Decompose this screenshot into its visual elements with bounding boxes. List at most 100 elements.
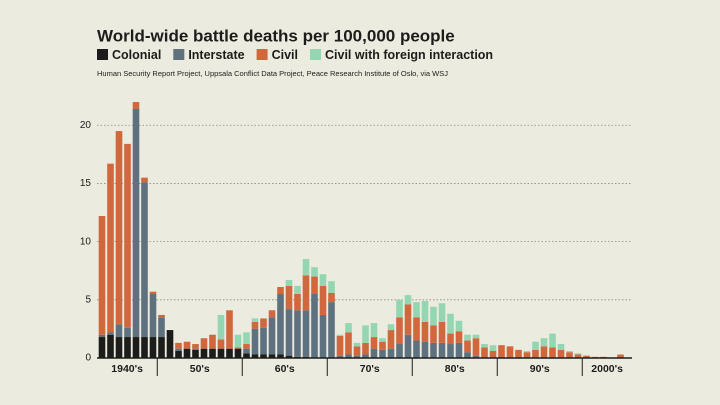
bar-segment xyxy=(489,351,497,358)
bar-segment xyxy=(549,347,556,358)
bar-segment xyxy=(107,163,114,333)
bar-segment xyxy=(481,347,488,358)
bar-segment xyxy=(98,334,106,338)
bar-segment xyxy=(277,287,284,294)
x-tick-label: 1940's xyxy=(111,363,143,375)
chart-subtitle: Human Security Report Project, Uppsala C… xyxy=(97,69,448,78)
y-tick-label: 15 xyxy=(80,178,92,189)
bar-segment xyxy=(404,334,412,358)
bar-segment xyxy=(285,285,293,310)
bar-segment xyxy=(226,310,233,349)
bar-segment xyxy=(353,342,361,347)
bar-segment xyxy=(396,299,403,318)
bar-segment xyxy=(370,337,378,349)
bar-segment xyxy=(396,317,403,345)
bar-segment xyxy=(183,348,191,358)
bar-segment xyxy=(277,354,284,358)
bar-segment xyxy=(396,344,403,358)
bar-segment xyxy=(566,352,573,358)
bar-segment xyxy=(311,267,318,277)
legend-label: Interstate xyxy=(188,48,244,62)
bar-segment xyxy=(319,285,327,315)
x-tick-label: 90's xyxy=(530,363,550,375)
bar-segment xyxy=(217,348,225,358)
bar-segment xyxy=(557,349,565,358)
bar-segment xyxy=(387,348,395,358)
bar-segment xyxy=(523,352,531,358)
bar-segment xyxy=(209,334,216,349)
bar-segment xyxy=(532,349,539,358)
bar-segment xyxy=(311,294,318,358)
bar-segment xyxy=(251,318,259,322)
legend-swatch xyxy=(256,49,268,60)
bar-segment xyxy=(234,347,242,349)
bar-segment xyxy=(149,337,157,358)
y-tick-label: 20 xyxy=(80,120,92,131)
bar-segment xyxy=(345,332,352,355)
bar-segment xyxy=(413,317,420,341)
bar-segment xyxy=(285,355,293,358)
bar-segment xyxy=(294,310,301,357)
bar-segment xyxy=(302,310,310,357)
bar-segment xyxy=(532,341,539,350)
bar-segment xyxy=(175,348,182,352)
bar-segment xyxy=(158,337,165,358)
bar-segment xyxy=(243,344,250,349)
bar-segment xyxy=(438,303,446,322)
bar-segment xyxy=(370,348,378,358)
y-tick-label: 10 xyxy=(80,236,92,247)
bar-segment xyxy=(413,302,420,318)
bar-segment xyxy=(370,323,378,338)
bar-segment xyxy=(175,342,182,349)
bar-segment xyxy=(285,309,293,356)
bar-segment xyxy=(319,274,327,286)
bar-segment xyxy=(362,354,369,358)
bar-segment xyxy=(404,304,412,335)
bar-segment xyxy=(515,349,522,358)
bar-segment xyxy=(294,285,301,294)
bar-segment xyxy=(166,330,174,358)
bar-segment xyxy=(209,348,216,358)
bar-segment xyxy=(192,348,199,350)
bar-segment xyxy=(387,330,395,349)
bar-segment xyxy=(447,313,454,334)
bar-segment xyxy=(540,346,548,358)
bar-segment xyxy=(472,355,480,358)
bar-segment xyxy=(132,102,140,109)
bar-segment xyxy=(464,334,471,341)
bar-segment xyxy=(234,334,242,348)
bar-segment xyxy=(260,354,267,358)
bar-segment xyxy=(574,353,582,355)
bar-segment xyxy=(362,325,369,343)
bar-segment xyxy=(481,344,488,348)
bar-segment xyxy=(379,349,386,358)
bar-segment xyxy=(506,346,514,358)
bar-segment xyxy=(447,333,454,345)
x-tick-label: 2000's xyxy=(591,363,623,375)
bar-segment xyxy=(277,294,284,355)
bar-segment xyxy=(149,294,157,338)
bar-segment xyxy=(379,338,386,342)
bar-segment xyxy=(523,351,531,353)
bar-segment xyxy=(319,314,327,358)
bar-segment xyxy=(328,302,335,358)
bar-segment xyxy=(243,348,250,354)
bar-segment xyxy=(472,338,480,356)
bar-segment xyxy=(124,327,131,338)
bar-segment xyxy=(260,318,267,328)
y-tick-label: 0 xyxy=(85,353,91,364)
bar-segment xyxy=(311,276,318,294)
bar-segment xyxy=(353,355,361,358)
bar-segment xyxy=(302,259,310,276)
bar-segment xyxy=(336,355,344,358)
bar-segment xyxy=(158,314,165,318)
bar-segment xyxy=(294,294,301,311)
legend-label: Civil xyxy=(272,48,298,62)
bar-segment xyxy=(498,345,505,358)
bar-segment xyxy=(192,349,199,358)
bar-segment xyxy=(557,344,565,350)
bar-segment xyxy=(217,339,225,349)
bar-segment xyxy=(243,353,250,358)
bar-segment xyxy=(379,341,386,350)
